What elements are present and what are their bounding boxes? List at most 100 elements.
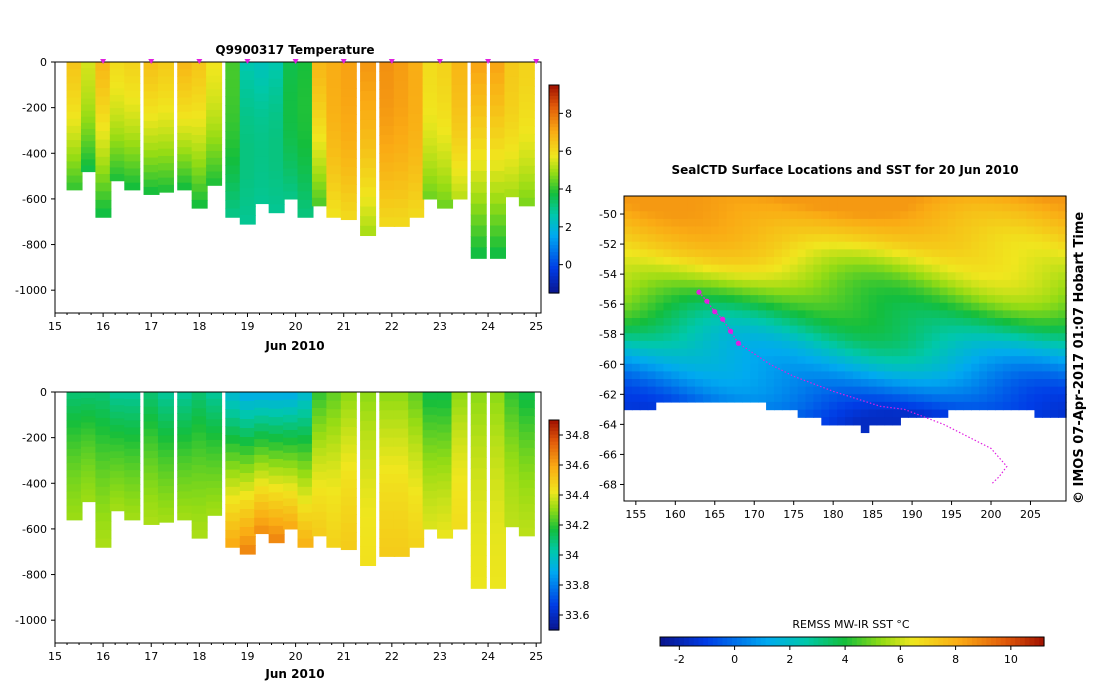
sst-cell xyxy=(916,203,925,212)
sst-cell xyxy=(1018,211,1028,220)
colorbar-cell xyxy=(808,637,815,646)
y-tick-label: 0 xyxy=(40,56,47,69)
sst-cell xyxy=(758,302,767,312)
profile-cell xyxy=(311,495,328,505)
profile-cell xyxy=(95,130,112,141)
colorbar-tick-label: 2 xyxy=(565,221,572,234)
profile-cell xyxy=(239,446,256,456)
sst-cell xyxy=(631,401,641,411)
profile-cell xyxy=(311,69,328,79)
colorbar-cell xyxy=(847,637,853,646)
profile-cell xyxy=(95,443,112,453)
sst-cell xyxy=(1018,234,1028,243)
profile-cell xyxy=(124,161,141,170)
sst-cell xyxy=(1050,257,1059,266)
sst-cell xyxy=(758,287,767,296)
sst-cell xyxy=(773,333,783,342)
profile-cell xyxy=(422,77,439,86)
sst-cell xyxy=(813,234,823,243)
profile-cell xyxy=(283,506,300,515)
profile-cell xyxy=(239,419,256,429)
sst-cell xyxy=(931,401,941,411)
colorbar-cell xyxy=(1024,637,1031,646)
sst-cell xyxy=(766,318,775,327)
sst-cell xyxy=(624,249,633,258)
sst-cell xyxy=(624,203,633,212)
profile-cell xyxy=(470,72,487,85)
lat-tick-label: -56 xyxy=(599,298,617,311)
profile-cell xyxy=(239,197,256,207)
sst-cell xyxy=(655,287,665,296)
profile-cell xyxy=(408,122,425,132)
sst-cell xyxy=(702,203,712,212)
sst-cell xyxy=(916,371,925,380)
sst-cell xyxy=(884,363,894,373)
profile-cell xyxy=(326,529,343,540)
colorbar-cell xyxy=(549,619,559,624)
sst-cell xyxy=(829,325,838,334)
sst-cell xyxy=(979,310,988,319)
sst-cell xyxy=(758,272,767,281)
sst-cell xyxy=(687,287,696,296)
sst-cell xyxy=(797,279,807,289)
colorbar-cell xyxy=(549,268,559,273)
profile-cell xyxy=(283,122,300,132)
colorbar-cell xyxy=(549,126,559,131)
sst-cell xyxy=(734,371,744,380)
sst-cell xyxy=(1050,356,1059,365)
sst-cell xyxy=(931,211,941,220)
profile-cell xyxy=(297,182,314,192)
sst-cell xyxy=(789,257,799,266)
colorbar-cell xyxy=(549,598,559,603)
sst-cell xyxy=(884,211,894,220)
sst-cell xyxy=(845,318,854,327)
profile-cell xyxy=(66,104,83,113)
sst-cell xyxy=(1058,310,1067,319)
colorbar-cell xyxy=(549,289,559,294)
profile-cell xyxy=(379,392,396,402)
colorbar-cell xyxy=(549,192,559,197)
sst-cell xyxy=(805,363,815,373)
profile-cell xyxy=(206,453,223,462)
profile-cell xyxy=(95,460,112,471)
profile-cell xyxy=(422,521,439,530)
sst-cell xyxy=(1002,287,1012,296)
profile-cell xyxy=(518,197,535,207)
profile-cell xyxy=(95,486,112,497)
sst-cell xyxy=(718,218,728,228)
profile-cell xyxy=(143,150,160,159)
sst-cell xyxy=(734,287,744,296)
sst-cell xyxy=(687,371,696,380)
sst-cell xyxy=(1002,257,1012,266)
colorbar-cell xyxy=(549,171,559,176)
profile-3 xyxy=(109,392,126,512)
sst-cell xyxy=(971,379,980,388)
profile-cell xyxy=(80,410,97,417)
sst-cell xyxy=(979,401,988,411)
profile-cell xyxy=(283,84,300,94)
sst-cell xyxy=(868,371,878,380)
profile-cell xyxy=(80,434,97,442)
colorbar-cell xyxy=(549,532,559,537)
sst-cell xyxy=(766,363,775,373)
profile-cell xyxy=(311,189,328,199)
sst-cell xyxy=(963,203,972,212)
sst-cell xyxy=(884,279,894,289)
sst-cell xyxy=(631,318,641,327)
sst-cell xyxy=(845,325,854,334)
sst-cell xyxy=(1042,363,1051,373)
profile-cell xyxy=(157,127,174,135)
sst-cell xyxy=(655,356,665,365)
profile-cell xyxy=(311,487,328,497)
profile-cell xyxy=(109,127,126,136)
profile-cell xyxy=(66,413,83,421)
profile-cell xyxy=(143,443,160,452)
sst-cell xyxy=(1050,348,1059,357)
sst-cell xyxy=(829,371,838,380)
sst-cell xyxy=(655,249,665,258)
sst-cell xyxy=(734,363,744,373)
profile-cell xyxy=(379,501,396,512)
sst-cell xyxy=(892,264,901,273)
profile-cell xyxy=(283,168,300,177)
sst-cell xyxy=(860,348,870,357)
